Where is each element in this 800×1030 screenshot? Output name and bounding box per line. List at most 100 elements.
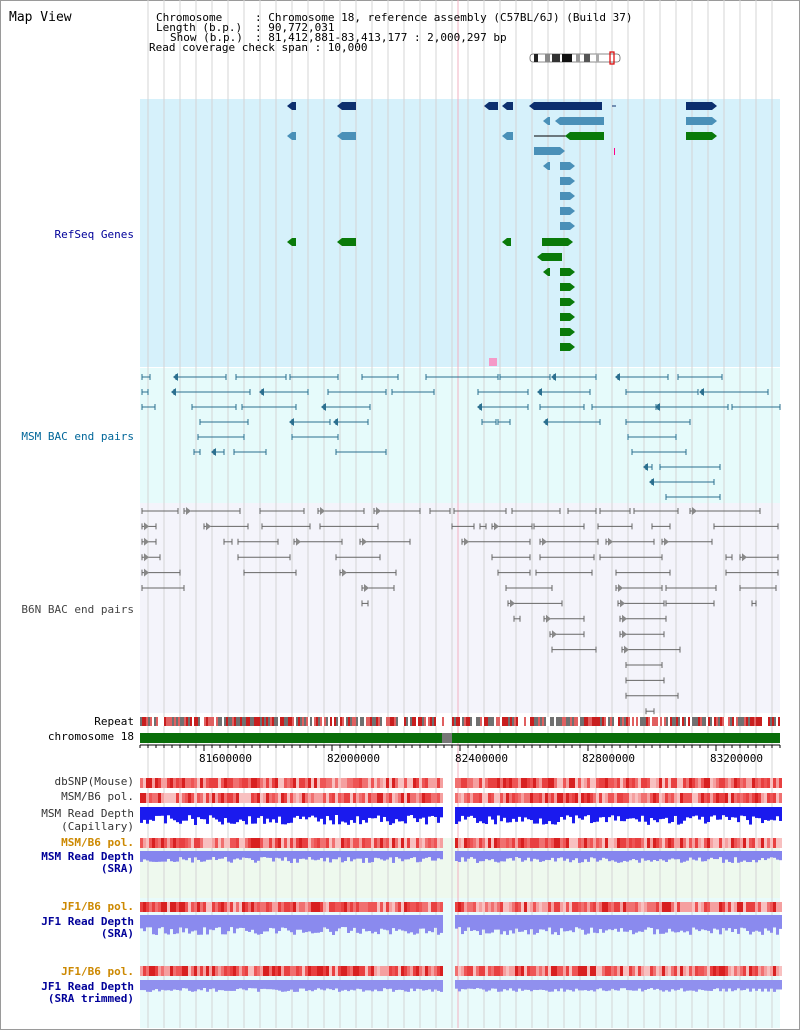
repeat-mark [442,717,444,726]
heat-strip-cell [572,966,575,976]
depth-bar [626,915,629,932]
repeat-mark [510,717,512,726]
depth-bar [587,807,590,816]
depth-bar [221,851,224,859]
depth-bar [386,851,389,860]
heat-strip-cell [584,793,587,803]
heat-strip-cell [677,902,680,912]
heat-strip-cell [482,966,485,976]
heat-strip-cell [209,838,212,848]
depth-bar [662,915,665,934]
heat-strip-cell [245,793,248,803]
depth-bar [206,807,209,824]
heat-strip-cell [350,902,353,912]
depth-bar [464,915,467,931]
heat-strip-cell [644,966,647,976]
heat-strip-cell [461,902,464,912]
heat-strip-cell [779,838,782,848]
heat-strip-cell [764,966,767,976]
depth-bar [389,980,392,989]
heat-strip-cell [731,966,734,976]
depth-bar [401,851,404,862]
heat-strip-cell [209,793,212,803]
depth-bar [380,851,383,860]
gene-block [686,102,712,110]
heat-strip-cell [593,793,596,803]
depth-bar [356,807,359,817]
heat-strip-cell [620,778,623,788]
repeat-mark [486,717,488,726]
depth-bar [257,915,260,935]
depth-bar [416,807,419,823]
depth-bar [227,915,230,932]
depth-bar [674,807,677,816]
heat-strip-cell [470,966,473,976]
heat-strip-cell [323,966,326,976]
depth-bar [320,807,323,819]
depth-bar [653,851,656,860]
heat-strip-cell [305,966,308,976]
depth-bar [722,980,725,989]
heat-strip-cell [590,966,593,976]
heat-strip-cell [290,902,293,912]
ideogram-band [576,54,580,62]
gene-arrow [560,147,565,155]
repeat-mark [302,717,304,726]
depth-bar [275,915,278,934]
repeat-mark [652,717,654,726]
depth-bar [617,851,620,863]
track-label-refseq[interactable]: RefSeq Genes [54,228,134,241]
repeat-mark [172,717,174,726]
depth-bar [344,915,347,928]
depth-bar [245,807,248,825]
depth-bar [611,851,614,861]
depth-bar [413,980,416,992]
repeat-mark [318,717,320,726]
gene-arrow [570,177,575,185]
heat-strip-cell [587,838,590,848]
heat-strip-cell [500,838,503,848]
axis-tick-label: 82000000 [327,752,380,765]
depth-bar [314,807,317,818]
depth-bar [512,807,515,819]
heat-strip-cell [380,966,383,976]
repeat-mark [718,717,720,726]
depth-bar [383,980,386,989]
heat-strip-cell [671,966,674,976]
depth-bar [341,851,344,863]
heat-strip-cell [296,838,299,848]
track-label-msm-bac[interactable]: MSM BAC end pairs [21,430,134,443]
depth-bar [662,851,665,861]
heat-strip-cell [632,793,635,803]
heat-strip-cell [248,838,251,848]
heat-strip-cell [494,778,497,788]
heat-strip-cell [479,838,482,848]
heat-strip-cell [392,966,395,976]
depth-bar [728,851,731,862]
heat-strip-cell [194,966,197,976]
heat-strip-cell [626,902,629,912]
track-label-b6n-bac[interactable]: B6N BAC end pairs [21,603,134,616]
heat-strip-cell [641,838,644,848]
depth-bar [440,851,443,860]
depth-bar [227,851,230,862]
heat-strip-cell [587,778,590,788]
heat-strip-cell [290,838,293,848]
heat-strip-cell [551,966,554,976]
gene-arrow [565,132,570,140]
depth-bar [437,915,440,935]
heat-strip-cell [359,778,362,788]
depth-bar [749,807,752,825]
heat-strip-cell [629,966,632,976]
heat-strip-cell [158,902,161,912]
heat-strip-cell [371,902,374,912]
gene-arrow [287,132,292,140]
heat-strip-cell [233,838,236,848]
depth-bar [761,851,764,859]
depth-bar [590,980,593,991]
heat-strip-cell [728,966,731,976]
heat-strip-cell [458,778,461,788]
heat-strip-cell [476,793,479,803]
heat-strip-cell [539,793,542,803]
